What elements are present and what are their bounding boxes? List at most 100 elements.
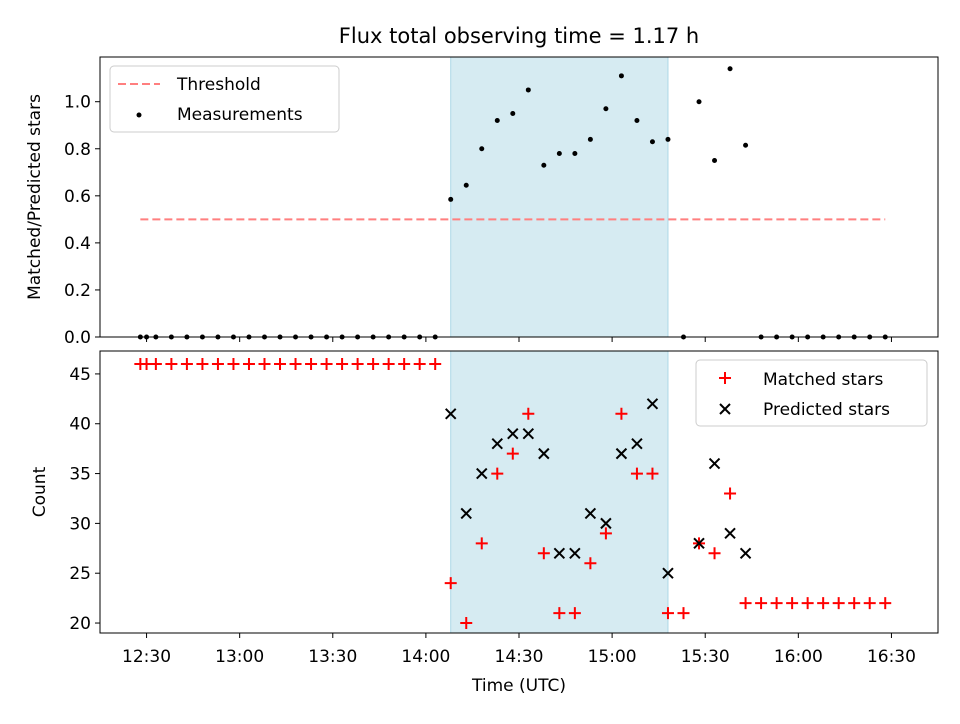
bottom-x-tick-label: 16:30: [867, 647, 916, 667]
bottom-y-tick-label: 35: [69, 465, 91, 485]
matched-point: [180, 357, 193, 370]
predicted-point: [600, 517, 612, 530]
predicted-point: [584, 507, 597, 520]
bottom-legend-box: [695, 359, 928, 427]
bottom-legend: Matched stars Predicted stars: [695, 359, 928, 427]
predicted-point: [724, 527, 736, 540]
matched-point: [801, 597, 814, 610]
top-x-ticks: [146, 337, 892, 342]
measurement-point: [665, 136, 671, 142]
matched-point: [382, 357, 395, 370]
legend-measurements-label: Measurements: [177, 105, 303, 125]
matched-point: [739, 597, 752, 610]
measurement-point: [618, 73, 624, 79]
bottom-shaded-span: [450, 350, 669, 634]
top-y-tick-label: 0.8: [64, 140, 91, 160]
top-y-tick-label: 0.2: [64, 281, 91, 301]
matched-point: [646, 467, 659, 480]
matched-point: [227, 357, 240, 370]
predicted-point: [522, 427, 535, 440]
matched-point: [770, 597, 783, 610]
top-y-tick-label: 0.0: [64, 328, 91, 348]
matched-point: [149, 357, 162, 370]
bottom-y-axis: 20 25 30 35 40 45: [69, 365, 100, 634]
measurement-point: [696, 99, 702, 105]
matched-point: [630, 467, 643, 480]
predicted-point: [491, 437, 503, 450]
matched-point: [211, 357, 224, 370]
top-shaded-span: [450, 56, 669, 338]
matched-point: [817, 597, 830, 610]
matched-point: [677, 607, 690, 620]
bottom-x-tick-label: 14:30: [495, 647, 544, 667]
predicted-point: [693, 537, 705, 550]
predicted-point: [662, 567, 674, 579]
bottom-y-tick-label: 40: [69, 415, 91, 435]
measurement-point: [541, 162, 547, 168]
matched-point: [863, 597, 876, 610]
bottom-y-axis-label: Count: [30, 466, 50, 517]
matched-point: [289, 357, 302, 370]
matched-point: [553, 607, 566, 620]
bottom-x-tick-label: 13:30: [308, 647, 357, 667]
bottom-x-tick-label: 15:30: [681, 647, 730, 667]
matched-point: [367, 357, 380, 370]
bottom-y-tick-label: 25: [69, 564, 91, 584]
top-y-axis-label: Matched/Predicted stars: [25, 94, 45, 300]
top-y-tick-label: 0.4: [64, 234, 91, 254]
matched-point: [708, 547, 721, 560]
top-y-axis: 0.0 0.2 0.4 0.6 0.8 1.0: [64, 93, 100, 348]
matched-point: [165, 357, 178, 370]
top-panel: 0.0 0.2 0.4 0.6 0.8 1.0 Flux total observing …: [25, 24, 939, 348]
matched-point: [584, 557, 597, 570]
matched-point: [258, 357, 271, 370]
predicted-point: [476, 467, 488, 480]
legend-matched-label: Matched stars: [763, 370, 883, 390]
legend-threshold-label: Threshold: [176, 75, 261, 95]
matched-point: [413, 357, 426, 370]
top-legend: Threshold Measurements: [109, 65, 340, 133]
matched-point: [242, 357, 255, 370]
bottom-x-tick-label: 12:30: [122, 647, 171, 667]
bottom-y-tick-label: 20: [69, 614, 91, 634]
predicted-point: [460, 507, 472, 520]
top-y-tick-label: 1.0: [64, 93, 91, 113]
predicted-point: [646, 398, 659, 410]
matched-point: [398, 357, 411, 370]
matched-point: [832, 597, 845, 610]
top-plot-frame: [99, 56, 939, 338]
matched-point: [336, 357, 349, 370]
predicted-point: [507, 427, 519, 440]
measurement-point: [572, 150, 578, 156]
predicted-point: [553, 547, 566, 559]
measurement-point: [510, 110, 516, 116]
measurement-point: [556, 150, 562, 156]
bottom-x-tick-label: 14:00: [401, 647, 450, 667]
predicted-point: [538, 447, 550, 460]
matched-point: [522, 407, 535, 420]
matched-point: [615, 407, 628, 420]
predicted-point: [739, 547, 752, 559]
legend-measurements-swatch: [136, 112, 142, 118]
predicted-point: [445, 408, 457, 420]
matched-point: [786, 597, 799, 610]
predicted-point: [631, 437, 643, 450]
measurement-point: [525, 87, 531, 93]
measurement-point: [712, 158, 718, 164]
bottom-x-tick-label: 16:00: [774, 647, 823, 667]
matched-point: [661, 607, 674, 620]
legend-predicted-label: Predicted stars: [763, 400, 890, 420]
matched-point: [491, 467, 504, 480]
legend-predicted-swatch: [719, 403, 731, 415]
predicted-point: [615, 447, 628, 460]
bottom-panel: 20 25 30 35 40 45 12:30 13:00 13:30 14:00 14:30 15…: [30, 350, 939, 696]
measurement-point: [727, 66, 733, 72]
matched-point: [460, 617, 473, 630]
matched-point: [196, 357, 209, 370]
matched-point: [848, 597, 861, 610]
bottom-plot-frame: [99, 350, 939, 634]
top-y-tick-label: 0.6: [64, 187, 91, 207]
matched-point: [274, 357, 287, 370]
matched-point: [351, 357, 364, 370]
